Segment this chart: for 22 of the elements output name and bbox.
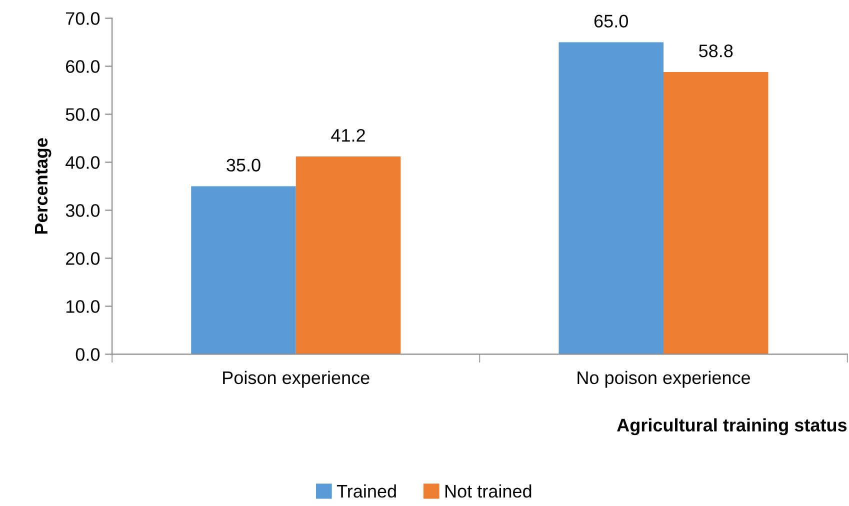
bar xyxy=(558,42,664,354)
y-tick-label: 30.0 xyxy=(66,204,100,217)
data-label: 35.0 xyxy=(226,158,260,172)
legend-label: Not trained xyxy=(445,484,532,498)
bar xyxy=(296,156,401,354)
data-label: 58.8 xyxy=(699,44,733,58)
data-label: 65.0 xyxy=(594,14,628,28)
y-tick-label: 60.0 xyxy=(66,60,100,73)
y-tick-label: 20.0 xyxy=(66,252,100,265)
y-tick-label: 50.0 xyxy=(66,108,100,121)
x-axis-title: Agricultural training status xyxy=(617,418,847,436)
y-tick-label: 0.0 xyxy=(76,348,100,361)
legend-label: Trained xyxy=(336,484,396,498)
data-label: 41.2 xyxy=(331,128,365,142)
y-tick-label: 70.0 xyxy=(66,12,100,25)
x-tick-label: Poison experience xyxy=(223,370,370,388)
x-tick-label: No poison experience xyxy=(578,370,750,388)
y-tick-label: 10.0 xyxy=(66,300,100,313)
y-tick-label: 40.0 xyxy=(66,156,100,169)
y-axis-title: Percentage xyxy=(34,138,52,234)
bar xyxy=(663,72,768,354)
bar xyxy=(191,186,296,354)
